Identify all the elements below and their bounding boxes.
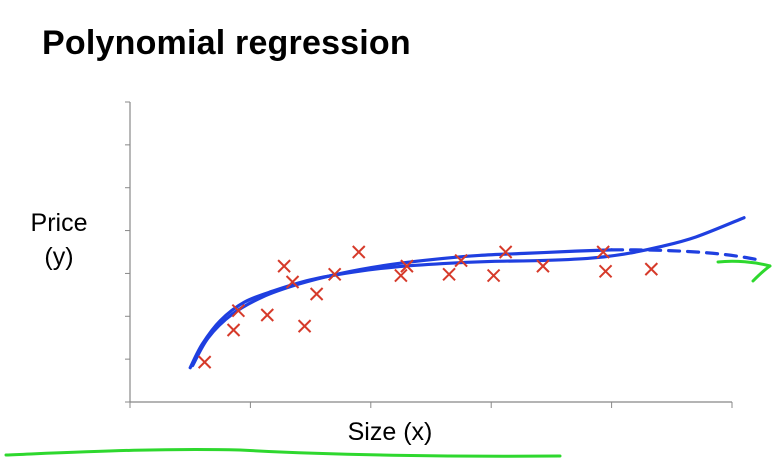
marker-stroke — [394, 268, 408, 283]
data-point-marker — [400, 259, 414, 273]
data-point-marker — [596, 245, 610, 259]
data-point-marker — [309, 287, 324, 301]
y-axis-label-line2: (y) — [44, 243, 74, 271]
marker-stroke — [277, 259, 291, 273]
data-point-marker — [277, 259, 291, 273]
data-point-marker — [352, 245, 366, 259]
marker-stroke — [352, 245, 366, 259]
marker-stroke — [598, 264, 613, 278]
extrapolated-curve-dashed — [610, 248, 764, 263]
marker-stroke — [197, 355, 212, 369]
axes — [125, 101, 733, 408]
data-point-marker — [442, 267, 456, 281]
fitted-curves — [188, 216, 764, 370]
data-point-marker — [197, 355, 212, 369]
data-point-marker — [327, 267, 342, 281]
data-point-marker — [297, 319, 312, 333]
marker-stroke — [231, 304, 246, 318]
marker-stroke — [400, 259, 414, 273]
y-axis-label: Price (y) — [14, 206, 104, 274]
marker-stroke — [297, 319, 312, 333]
data-point-marker — [536, 259, 550, 273]
data-point-marker — [644, 262, 659, 276]
x-axis-label: Size (x) — [347, 418, 433, 446]
marker-stroke — [644, 262, 659, 276]
marker-stroke — [285, 275, 300, 289]
marker-stroke — [536, 259, 550, 273]
chart-title: Polynomial regression — [42, 24, 411, 62]
data-point-marker — [498, 245, 513, 259]
marker-stroke — [260, 308, 274, 322]
data-point-marker — [598, 264, 613, 278]
data-point-marker — [454, 253, 468, 268]
data-point-marker — [231, 304, 246, 318]
marker-stroke — [327, 267, 342, 281]
green-arrow-annotation — [716, 259, 772, 283]
annotations — [4, 259, 772, 458]
data-point-marker — [260, 308, 274, 322]
data-points — [197, 245, 659, 369]
marker-stroke — [486, 268, 501, 283]
marker-stroke — [442, 267, 456, 281]
marker-stroke — [498, 245, 513, 259]
data-point-marker — [226, 323, 241, 337]
data-point-marker — [486, 268, 501, 283]
y-axis-label-line1: Price — [30, 209, 88, 237]
data-point-marker — [285, 275, 300, 289]
marker-stroke — [596, 245, 610, 259]
marker-stroke — [454, 253, 468, 268]
data-point-marker — [394, 268, 408, 283]
fitted-curve-2 — [191, 248, 614, 368]
marker-stroke — [309, 287, 324, 301]
marker-stroke — [226, 323, 241, 337]
green-underline-annotation — [4, 447, 562, 458]
